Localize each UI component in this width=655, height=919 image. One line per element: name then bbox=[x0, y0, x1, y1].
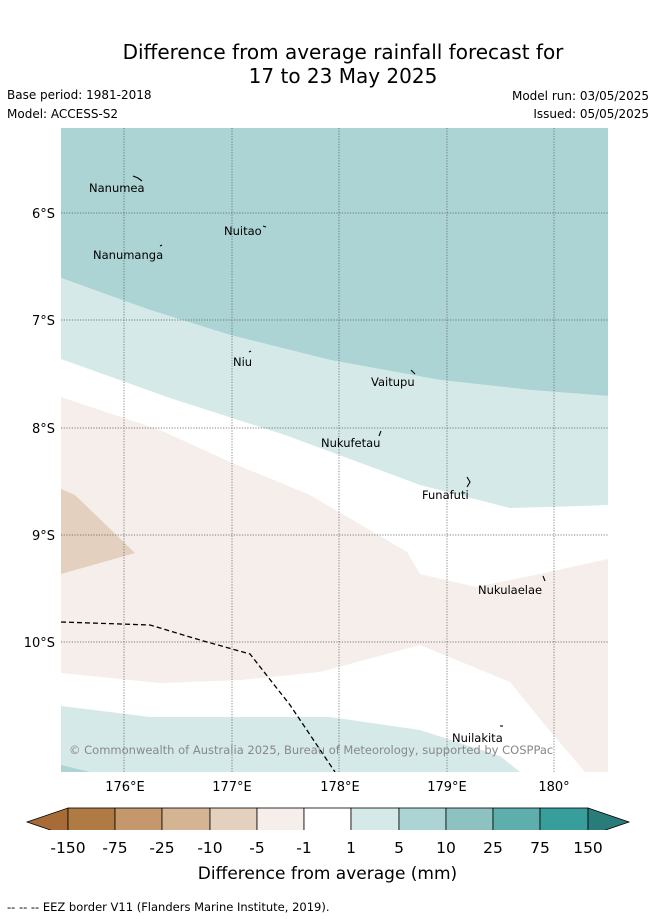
y-tick: 10°S bbox=[24, 636, 55, 651]
y-axis-ticks: 6°S 7°S 8°S 9°S 10°S bbox=[24, 207, 55, 651]
colorbar-label: Difference from average (mm) bbox=[197, 864, 458, 884]
island-nanumea bbox=[132, 175, 143, 182]
label-nuitao: Nuitao bbox=[224, 224, 262, 238]
band-5-to-10-south bbox=[61, 765, 90, 772]
island-outlines bbox=[132, 175, 546, 727]
colorbar-segment bbox=[350, 807, 400, 830]
island-nuitao bbox=[262, 225, 267, 228]
colorbar-tick: -5 bbox=[249, 839, 265, 857]
x-tick: 178°E bbox=[320, 780, 360, 795]
place-labels: Nanumea Nuitao Nanumanga Niu Vaitupu Nuk… bbox=[89, 181, 542, 745]
colorbar-segment bbox=[256, 807, 305, 830]
title-line-2: 17 to 23 May 2025 bbox=[248, 64, 438, 88]
colorbar-tick: 75 bbox=[530, 839, 550, 857]
colorbar-tick: 10 bbox=[436, 839, 456, 857]
colorbar-segment bbox=[539, 807, 589, 830]
colorbar-tick: -25 bbox=[149, 839, 175, 857]
colorbar-segment bbox=[492, 807, 541, 830]
x-axis-ticks: 176°E 177°E 178°E 179°E 180° bbox=[105, 780, 569, 795]
x-tick: 176°E bbox=[105, 780, 145, 795]
title-line-1: Difference from average rainfall forecas… bbox=[122, 40, 564, 64]
label-nukulaelae: Nukulaelae bbox=[478, 583, 542, 597]
label-funafuti: Funafuti bbox=[422, 488, 469, 502]
band-minus10-to-minus5 bbox=[61, 489, 135, 574]
eez-footnote: -- -- -- EEZ border V11 (Flanders Marine… bbox=[7, 900, 330, 914]
rainfall-anomaly-field bbox=[61, 128, 608, 772]
y-tick: 6°S bbox=[32, 207, 55, 222]
y-tick: 7°S bbox=[32, 314, 55, 329]
label-vaitupu: Vaitupu bbox=[371, 375, 415, 389]
forecast-map: Nanumea Nuitao Nanumanga Niu Vaitupu Nuk… bbox=[24, 128, 631, 830]
x-tick: 180° bbox=[538, 780, 569, 795]
band-5-to-10-north bbox=[61, 128, 608, 396]
colorbar-segment bbox=[398, 807, 447, 830]
colorbar-tick: -150 bbox=[50, 839, 86, 857]
model-run: Model run: 03/05/2025 bbox=[511, 89, 649, 103]
island-nanumanga bbox=[159, 244, 163, 247]
colorbar-high-extension bbox=[587, 807, 631, 830]
colorbar bbox=[25, 807, 631, 830]
label-nanumanga: Nanumanga bbox=[93, 248, 163, 262]
base-period: Base period: 1981-2018 bbox=[7, 88, 152, 102]
label-nuilakita: Nuilakita bbox=[452, 731, 503, 745]
island-nukufetau bbox=[378, 430, 382, 437]
colorbar-segment bbox=[303, 807, 352, 830]
island-niu bbox=[248, 350, 252, 353]
colorbar-tick: 150 bbox=[573, 839, 603, 857]
band-1-to-5-south bbox=[61, 706, 520, 772]
label-nanumea: Nanumea bbox=[89, 181, 145, 195]
copyright-notice: © Commonwealth of Australia 2025, Bureau… bbox=[69, 743, 553, 757]
band-minus5-to-minus1 bbox=[61, 397, 608, 772]
x-tick: 179°E bbox=[427, 780, 467, 795]
y-tick: 8°S bbox=[32, 422, 55, 437]
map-title: Difference from average rainfall forecas… bbox=[0, 40, 655, 88]
colorbar-segment bbox=[161, 807, 211, 830]
x-tick: 177°E bbox=[212, 780, 252, 795]
colorbar-tick: -10 bbox=[197, 839, 223, 857]
colorbar-low-extension bbox=[25, 807, 69, 830]
colorbar-segment bbox=[114, 807, 163, 830]
island-funafuti bbox=[466, 476, 471, 488]
band-1-to-5-north bbox=[61, 278, 608, 508]
label-nukufetau: Nukufetau bbox=[321, 436, 380, 450]
gridlines bbox=[61, 128, 608, 772]
island-nukulaelae bbox=[542, 575, 546, 582]
eez-border bbox=[61, 621, 336, 772]
colorbar-tick: -75 bbox=[102, 839, 128, 857]
colorbar-segment bbox=[445, 807, 494, 830]
colorbar-tick: -1 bbox=[296, 839, 312, 857]
issued-date: Issued: 05/05/2025 bbox=[533, 107, 649, 121]
colorbar-tick: 1 bbox=[346, 839, 356, 857]
colorbar-segment bbox=[209, 807, 258, 830]
label-niu: Niu bbox=[233, 355, 252, 369]
colorbar-segment bbox=[67, 807, 116, 830]
colorbar-tick: 5 bbox=[394, 839, 404, 857]
island-vaitupu bbox=[410, 369, 416, 375]
y-tick: 9°S bbox=[32, 529, 55, 544]
model-name: Model: ACCESS-S2 bbox=[7, 107, 119, 121]
colorbar-tick: 25 bbox=[483, 839, 503, 857]
